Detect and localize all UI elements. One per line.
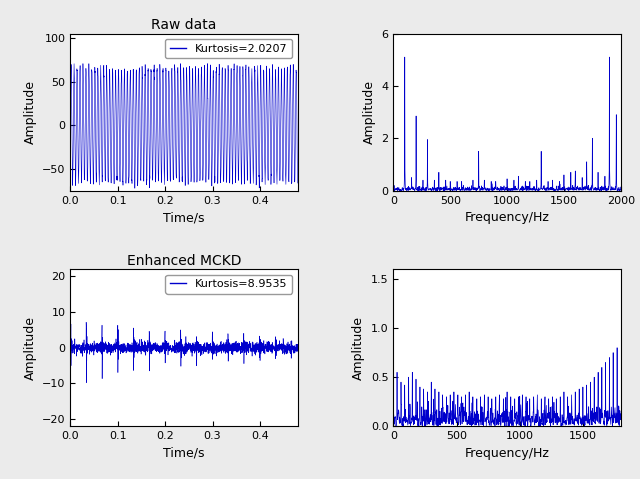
Title: Enhanced MCKD: Enhanced MCKD — [127, 254, 241, 268]
X-axis label: Time/s: Time/s — [163, 211, 205, 224]
Legend: Kurtosis=8.9535: Kurtosis=8.9535 — [165, 275, 292, 294]
Y-axis label: Amplitude: Amplitude — [24, 316, 36, 380]
Title: Raw data: Raw data — [152, 18, 217, 33]
X-axis label: Frequency/Hz: Frequency/Hz — [465, 211, 550, 224]
X-axis label: Frequency/Hz: Frequency/Hz — [465, 447, 550, 460]
Legend: Kurtosis=2.0207: Kurtosis=2.0207 — [165, 39, 292, 58]
Y-axis label: Amplitude: Amplitude — [353, 316, 365, 380]
X-axis label: Time/s: Time/s — [163, 447, 205, 460]
Y-axis label: Amplitude: Amplitude — [363, 80, 376, 144]
Y-axis label: Amplitude: Amplitude — [24, 80, 36, 144]
